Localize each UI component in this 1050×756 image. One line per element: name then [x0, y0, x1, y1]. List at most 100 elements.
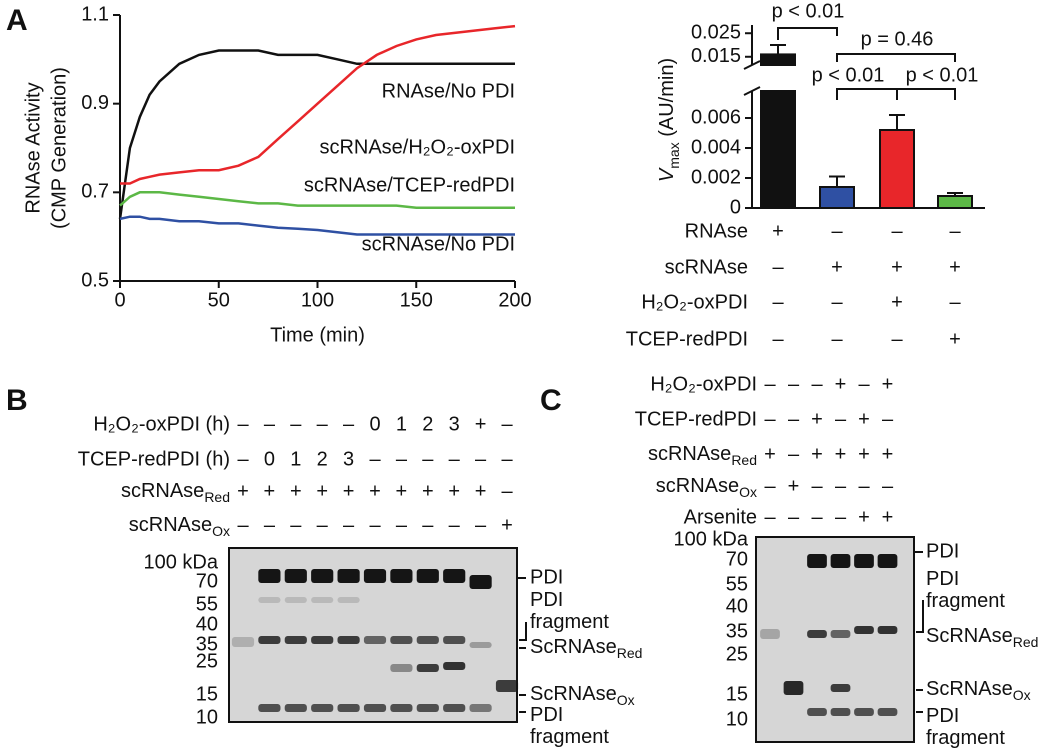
line-series — [120, 24, 516, 185]
gel-band — [854, 554, 874, 568]
marker-label: 25 — [196, 650, 218, 672]
lane-entry: – — [858, 475, 870, 497]
lane-entry: 0 — [369, 413, 380, 435]
lane-entry: – — [369, 448, 381, 470]
axis-break — [743, 86, 761, 96]
x-tick-label: 0 — [114, 289, 125, 311]
lane-entry: – — [788, 443, 800, 465]
gel-band — [854, 708, 874, 716]
band-pointer — [519, 622, 527, 641]
band-label: PDI fragment — [926, 705, 1005, 749]
marker-label: 25 — [726, 643, 748, 665]
gel-band — [469, 704, 492, 712]
lane-entry: + — [858, 408, 870, 430]
y-axis-title: RNAse Activity — [22, 82, 44, 213]
y-tick-label: 0.004 — [691, 136, 741, 158]
lane-entry: – — [858, 373, 870, 395]
bar — [879, 129, 915, 209]
gel-band — [258, 636, 281, 644]
gel-band — [760, 629, 780, 639]
marker-label: 15 — [196, 683, 218, 705]
lane-entry: – — [237, 448, 249, 470]
gel-band — [363, 704, 387, 712]
band-label: PDI fragment — [530, 704, 609, 748]
lane-entry: – — [449, 514, 461, 536]
marker-label: 100 kDa — [144, 551, 219, 573]
gel-band — [258, 569, 281, 583]
lane-entry: – — [264, 413, 276, 435]
band-label-sub: Ox — [617, 692, 635, 708]
y-tick-label: 0 — [730, 196, 741, 218]
lane-entry: – — [369, 514, 381, 536]
lane-entry: – — [811, 373, 823, 395]
lane-entry: – — [501, 413, 513, 435]
lane-entry: + — [448, 480, 460, 502]
panel-label: A — [6, 4, 28, 37]
lane-entry: – — [764, 475, 776, 497]
row-label: scRNAse — [665, 256, 748, 278]
row-label: Arsenite — [684, 506, 757, 528]
band-label-text: ScRNAse — [530, 636, 617, 658]
lane-entry: – — [396, 514, 408, 536]
row-label: TCEP-redPDI (h) — [78, 448, 230, 470]
lane-entry: + — [290, 480, 302, 502]
lane-entry: – — [317, 514, 329, 536]
sign: + — [949, 328, 961, 350]
gel-band — [830, 684, 851, 692]
lane-entry: + — [396, 480, 408, 502]
marker-label: 35 — [726, 620, 748, 642]
lane-entry: + — [475, 480, 487, 502]
band-label-line: fragment — [530, 611, 609, 633]
sign: – — [831, 328, 843, 350]
lane-entry: + — [882, 506, 894, 528]
band-pointer — [916, 600, 924, 633]
row-label: H₂O₂-oxPDI — [650, 373, 757, 395]
annotation: p < 0.01 — [812, 64, 885, 86]
line-series — [119, 191, 515, 210]
gel-band — [337, 569, 360, 583]
gel-band — [443, 704, 466, 712]
y-tick-label: 0.002 — [691, 166, 741, 188]
lane-entry: – — [764, 408, 776, 430]
gel-band — [311, 636, 334, 644]
lane-entry: – — [237, 413, 249, 435]
marker-label: 100 kDa — [674, 528, 749, 550]
y-axis-unit: (AU/min) — [656, 58, 678, 137]
lane-entry: + — [788, 475, 800, 497]
sign: + — [949, 256, 961, 278]
marker-label: 10 — [196, 706, 218, 728]
x-axis-title: Time (min) — [270, 324, 365, 346]
error-bar — [770, 44, 786, 55]
gel-band — [311, 569, 334, 583]
gel-band — [284, 569, 307, 583]
sign: – — [891, 328, 903, 350]
row-label-sub: Ox — [212, 523, 230, 539]
row-label: TCEP-redPDI — [626, 328, 748, 350]
y-tick-label: 0.7 — [81, 181, 109, 203]
gel-band — [416, 636, 439, 644]
band-label-line: PDI — [530, 589, 563, 611]
row-label-text: scRNAse — [121, 480, 204, 502]
bracket — [777, 27, 838, 40]
band-label: ScRNAseOx — [530, 683, 635, 707]
marker-label: 40 — [726, 595, 748, 617]
band-label-line: PDI — [926, 705, 959, 727]
y-axis-note: (CMP Generation) — [48, 67, 70, 229]
annotation: p < 0.01 — [772, 0, 845, 22]
gel-band — [807, 630, 827, 638]
lane-entry: 2 — [317, 448, 328, 470]
lane-entry: – — [317, 413, 329, 435]
bar — [760, 90, 796, 209]
bracket — [836, 88, 956, 100]
lane-entry: – — [501, 448, 513, 470]
row-label: scRNAseOx — [129, 514, 230, 538]
row-label: scRNAseRed — [648, 443, 757, 467]
marker-label: 40 — [196, 613, 218, 635]
lane-entry: + — [422, 480, 434, 502]
y-tick-label: 0.025 — [691, 22, 741, 44]
lane-entry: – — [764, 373, 776, 395]
line-series — [119, 215, 515, 236]
panel-label: B — [6, 384, 28, 417]
sign: – — [949, 291, 961, 313]
